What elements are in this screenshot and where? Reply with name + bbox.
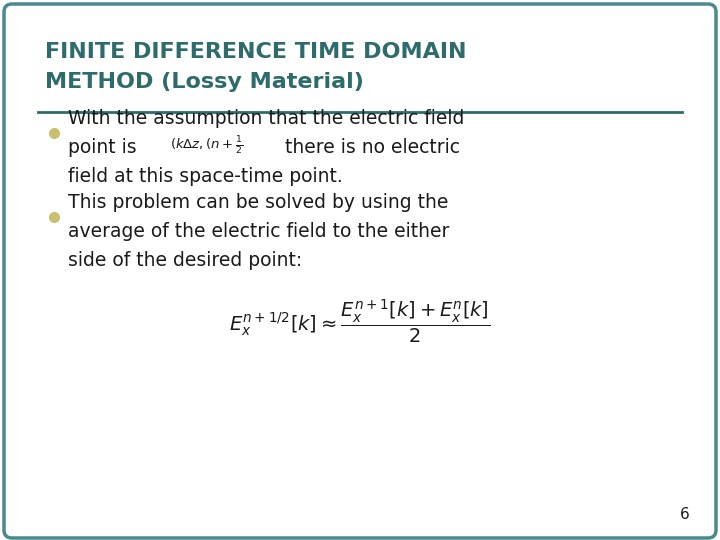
Text: FINITE DIFFERENCE TIME DOMAIN: FINITE DIFFERENCE TIME DOMAIN — [45, 42, 467, 62]
Text: there is no electric: there is no electric — [285, 138, 460, 157]
Text: average of the electric field to the either: average of the electric field to the eit… — [68, 222, 449, 241]
Text: 6: 6 — [680, 507, 690, 522]
Text: side of the desired point:: side of the desired point: — [68, 251, 302, 270]
Text: This problem can be solved by using the: This problem can be solved by using the — [68, 193, 449, 212]
Text: $(k\Delta z, (n+\frac{1}{2}$: $(k\Delta z, (n+\frac{1}{2}$ — [170, 135, 243, 157]
Text: METHOD (Lossy Material): METHOD (Lossy Material) — [45, 72, 364, 92]
Text: field at this space-time point.: field at this space-time point. — [68, 167, 343, 186]
Text: With the assumption that the electric field: With the assumption that the electric fi… — [68, 109, 464, 128]
Text: $E_x^{n+1/2}[k] \approx \dfrac{E_x^{n+1}[k] + E_x^{n}[k]}{2}$: $E_x^{n+1/2}[k] \approx \dfrac{E_x^{n+1}… — [229, 298, 491, 345]
FancyBboxPatch shape — [4, 4, 716, 538]
Text: point is: point is — [68, 138, 137, 157]
